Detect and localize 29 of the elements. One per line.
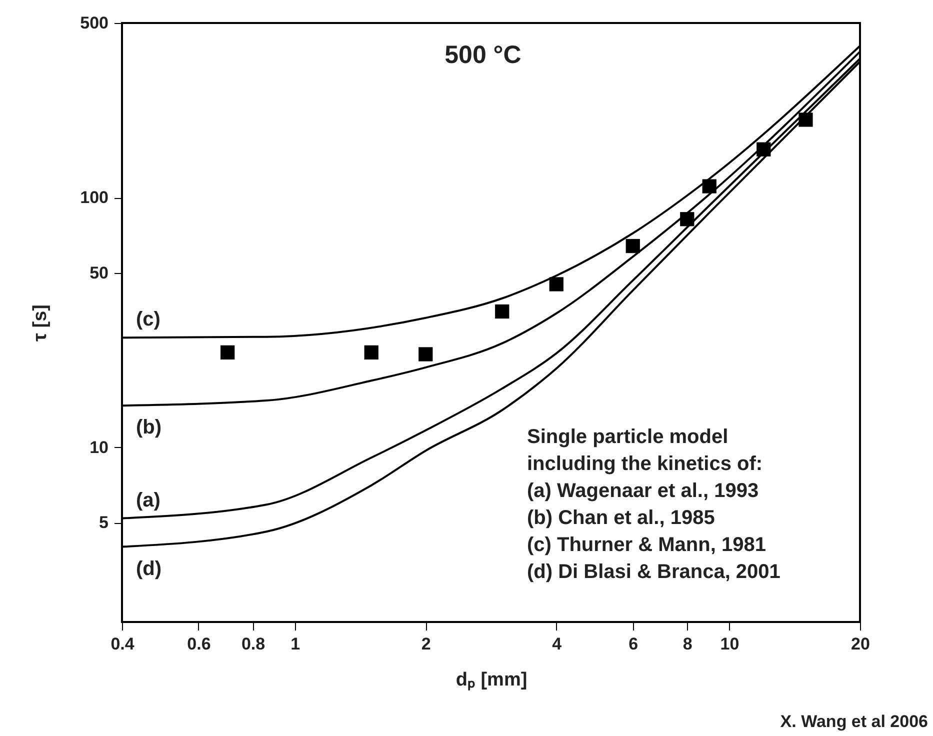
x-axis-title: dₚ [mm] bbox=[456, 670, 528, 690]
annotation: Single particle model bbox=[527, 426, 728, 448]
text: X. Wang et al 2006 bbox=[780, 712, 928, 731]
x-tick-label: 0.6 bbox=[187, 634, 211, 654]
annotation: (c) Thurner & Mann, 1981 bbox=[527, 534, 766, 556]
x-tick-label: 10 bbox=[720, 634, 740, 654]
annotation: including the kinetics of: bbox=[527, 453, 763, 475]
x-tick-label: 4 bbox=[552, 634, 562, 654]
x-tick-label: 0.8 bbox=[241, 634, 266, 654]
y-tick-label: 500 bbox=[80, 14, 108, 32]
annotation: (b) bbox=[136, 416, 162, 439]
annotation: (d) Di Blasi & Branca, 2001 bbox=[527, 561, 780, 583]
y-tick-label: 5 bbox=[99, 513, 108, 532]
annotation: (b) Chan et al., 1985 bbox=[527, 507, 715, 529]
x-tick-label: 20 bbox=[851, 634, 870, 654]
text: 500 °C bbox=[444, 41, 522, 69]
annotation: (d) bbox=[136, 558, 162, 580]
annotation: (a) bbox=[136, 489, 160, 512]
x-tick-label: 6 bbox=[628, 634, 638, 654]
x-tick-label: 1 bbox=[290, 634, 300, 654]
y-axis-title: τ [s] bbox=[30, 304, 52, 342]
y-tick-label: 10 bbox=[90, 438, 108, 457]
x-tick-label: 8 bbox=[682, 634, 692, 654]
x-tick-label: 0.4 bbox=[110, 634, 135, 654]
x-tick-label: 2 bbox=[421, 634, 431, 654]
y-tick-label: 100 bbox=[80, 188, 108, 208]
annotation: (c) bbox=[136, 308, 160, 331]
y-tick-label: 50 bbox=[90, 263, 108, 282]
annotation: (a) Wagenaar et al., 1993 bbox=[527, 480, 759, 502]
